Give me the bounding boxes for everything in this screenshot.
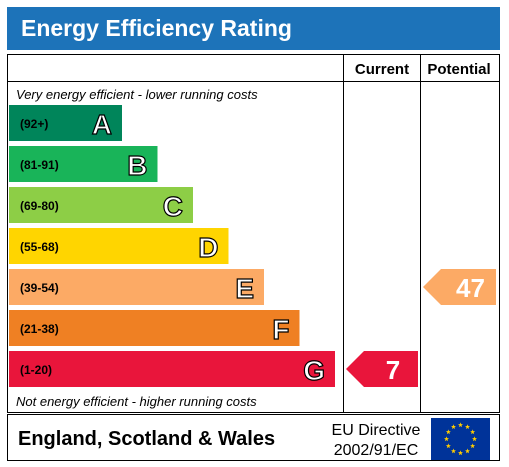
- eu-star-icon: [470, 443, 476, 449]
- band-range-a: (92+): [20, 117, 48, 131]
- eu-star-icon: [451, 424, 456, 429]
- eu-star-icon: [458, 450, 463, 456]
- potential-column-header: Potential: [427, 61, 490, 78]
- band-bar-g: [9, 351, 335, 387]
- band-range-e: (39-54): [20, 281, 59, 295]
- band-letter-d: D: [198, 232, 218, 263]
- eu-star-icon: [445, 429, 451, 435]
- band-letter-b: B: [127, 150, 147, 181]
- band-bar-e: [9, 269, 264, 305]
- band-range-f: (21-38): [20, 322, 59, 336]
- top-note: Very energy efficient - lower running co…: [16, 87, 258, 102]
- band-d: (55-68) D: [9, 228, 229, 264]
- band-range-d: (55-68): [20, 240, 59, 254]
- eu-star-icon: [465, 424, 470, 429]
- band-letter-g: G: [303, 355, 325, 386]
- current-column-header: Current: [355, 61, 409, 78]
- current-rating-value: 7: [386, 355, 400, 385]
- band-g: (1-20) G: [9, 351, 335, 387]
- band-range-g: (1-20): [20, 363, 52, 377]
- potential-rating-marker: [423, 269, 496, 305]
- band-bar-d: [9, 228, 229, 264]
- band-range-b: (81-91): [20, 158, 59, 172]
- band-letter-e: E: [235, 273, 254, 304]
- band-letter-a: A: [92, 109, 112, 140]
- header-bar: Energy Efficiency Rating: [7, 7, 500, 50]
- band-bar-b: [9, 146, 158, 182]
- directive-line1: EU Directive: [332, 422, 421, 439]
- band-bar-f: [9, 310, 300, 346]
- eu-star-icon: [472, 436, 477, 442]
- potential-rating-value: 47: [456, 273, 485, 303]
- band-c: (69-80) C: [9, 187, 193, 223]
- eu-star-icon: [445, 443, 451, 449]
- band-letter-c: C: [163, 191, 183, 222]
- band-letter-f: F: [272, 314, 289, 345]
- band-a: (92+) A: [9, 105, 122, 141]
- potential-rating-arrow: 47: [423, 269, 496, 305]
- current-rating-arrow: 7: [346, 351, 418, 387]
- band-b: (81-91) B: [9, 146, 158, 182]
- footer-region: England, Scotland & Wales: [18, 428, 275, 450]
- current-rating-marker: [346, 351, 418, 387]
- eu-star-icon: [451, 448, 456, 454]
- eu-star-icon: [465, 448, 470, 454]
- rating-arrows: 7 47: [346, 269, 496, 387]
- directive-line2: 2002/91/EC: [334, 442, 419, 459]
- band-e: (39-54) E: [9, 269, 264, 305]
- eu-star-icon: [444, 436, 449, 442]
- footer-frame: [7, 414, 500, 461]
- bottom-note: Not energy efficient - higher running co…: [16, 394, 257, 409]
- eu-star-icon: [470, 429, 476, 435]
- band-bar-a: [9, 105, 122, 141]
- rating-bands: (92+) A (81-91) B (69-80) C (55-68) D (39-54) E (2…: [9, 105, 335, 387]
- eu-flag-icon: [431, 418, 490, 460]
- chart-title: Energy Efficiency Rating: [21, 15, 292, 41]
- eu-star-icon: [458, 422, 463, 428]
- chart-frame: [7, 54, 500, 413]
- band-range-c: (69-80): [20, 199, 59, 213]
- band-f: (21-38) F: [9, 310, 300, 346]
- band-bar-c: [9, 187, 193, 223]
